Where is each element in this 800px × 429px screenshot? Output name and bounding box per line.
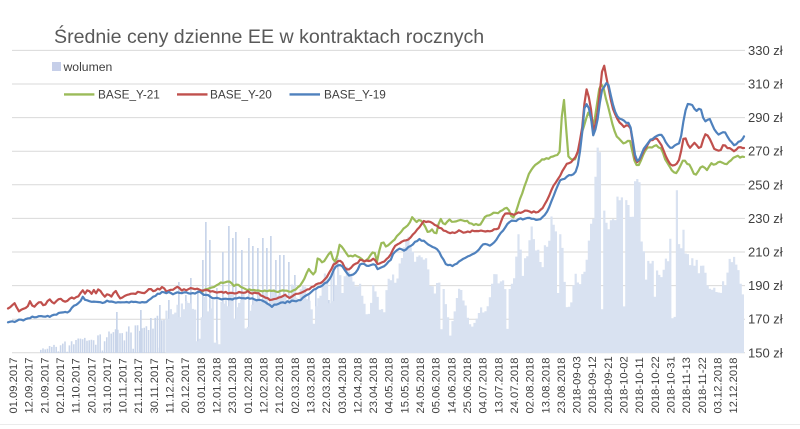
svg-text:01.02.2018: 01.02.2018 bbox=[243, 358, 255, 414]
svg-text:14.06.2018: 14.06.2018 bbox=[446, 358, 458, 414]
svg-text:150 zł: 150 zł bbox=[748, 345, 783, 360]
svg-text:170 zł: 170 zł bbox=[748, 312, 783, 327]
svg-text:24.07.2018: 24.07.2018 bbox=[509, 358, 521, 414]
svg-text:13.07.2018: 13.07.2018 bbox=[493, 358, 505, 414]
svg-text:25.06.2018: 25.06.2018 bbox=[462, 358, 474, 414]
svg-text:02.10.2017: 02.10.2017 bbox=[55, 358, 67, 414]
svg-text:20.10.2017: 20.10.2017 bbox=[86, 358, 98, 414]
svg-text:31.10.2017: 31.10.2017 bbox=[102, 358, 114, 414]
svg-text:03.12.2018: 03.12.2018 bbox=[713, 358, 725, 414]
svg-text:11.12.2017: 11.12.2017 bbox=[165, 358, 177, 413]
svg-text:Średnie ceny dzienne EE w kont: Średnie ceny dzienne EE w kontraktach ro… bbox=[54, 24, 484, 48]
svg-text:BASE_Y-21: BASE_Y-21 bbox=[98, 87, 160, 101]
svg-text:04.05.2018: 04.05.2018 bbox=[384, 358, 396, 414]
svg-text:2018-11-13: 2018-11-13 bbox=[681, 357, 693, 413]
svg-text:01.09.2017: 01.09.2017 bbox=[8, 358, 20, 414]
svg-text:190 zł: 190 zł bbox=[748, 278, 783, 293]
svg-text:10.11.2017: 10.11.2017 bbox=[118, 358, 130, 413]
svg-text:22.03.2018: 22.03.2018 bbox=[321, 358, 333, 414]
svg-text:02.08.2018: 02.08.2018 bbox=[525, 358, 537, 414]
svg-text:23.08.2018: 23.08.2018 bbox=[556, 358, 568, 414]
svg-text:330 zł: 330 zł bbox=[748, 43, 783, 58]
svg-text:270 zł: 270 zł bbox=[748, 144, 783, 159]
svg-text:290 zł: 290 zł bbox=[748, 110, 783, 125]
svg-text:2018-10-31: 2018-10-31 bbox=[666, 356, 678, 413]
svg-text:12.12.2018: 12.12.2018 bbox=[728, 358, 740, 414]
svg-text:21.11.2017: 21.11.2017 bbox=[133, 358, 145, 413]
svg-text:03.04.2018: 03.04.2018 bbox=[337, 358, 349, 414]
svg-text:15.05.2018: 15.05.2018 bbox=[399, 358, 411, 414]
svg-text:210 zł: 210 zł bbox=[748, 245, 783, 260]
svg-text:BASE_Y-19: BASE_Y-19 bbox=[324, 87, 386, 101]
svg-text:23.04.2018: 23.04.2018 bbox=[368, 358, 380, 414]
svg-text:12.01.2018: 12.01.2018 bbox=[212, 358, 224, 414]
svg-text:23.01.2018: 23.01.2018 bbox=[227, 358, 239, 414]
svg-text:2018-10-11: 2018-10-11 bbox=[634, 357, 646, 413]
svg-text:13.03.2018: 13.03.2018 bbox=[305, 358, 317, 414]
svg-text:230 zł: 230 zł bbox=[748, 211, 783, 226]
svg-text:2018-10-02: 2018-10-02 bbox=[619, 356, 631, 413]
svg-text:wolumen: wolumen bbox=[63, 60, 113, 74]
svg-text:2018-09-03: 2018-09-03 bbox=[572, 356, 584, 413]
svg-text:20.12.2017: 20.12.2017 bbox=[180, 358, 192, 414]
svg-text:12.09.2017: 12.09.2017 bbox=[24, 358, 36, 414]
svg-text:2018-09-12: 2018-09-12 bbox=[587, 356, 599, 413]
svg-text:30.11.2017: 30.11.2017 bbox=[149, 358, 161, 413]
svg-text:310 zł: 310 zł bbox=[748, 77, 783, 92]
svg-text:05.06.2018: 05.06.2018 bbox=[431, 358, 443, 414]
svg-text:21.02.2018: 21.02.2018 bbox=[274, 358, 286, 414]
svg-text:02.03.2018: 02.03.2018 bbox=[290, 358, 302, 414]
svg-text:250 zł: 250 zł bbox=[748, 177, 783, 192]
svg-text:03.01.2018: 03.01.2018 bbox=[196, 358, 208, 414]
svg-text:2018-09-21: 2018-09-21 bbox=[603, 356, 615, 413]
svg-text:21.09.2017: 21.09.2017 bbox=[39, 358, 51, 414]
svg-text:04.07.2018: 04.07.2018 bbox=[478, 358, 490, 414]
svg-text:2018-11-22: 2018-11-22 bbox=[697, 357, 709, 413]
svg-text:12.04.2018: 12.04.2018 bbox=[352, 358, 364, 414]
svg-text:11.10.2017: 11.10.2017 bbox=[71, 358, 83, 413]
svg-text:2018-10-22: 2018-10-22 bbox=[650, 356, 662, 413]
svg-text:13.08.2018: 13.08.2018 bbox=[540, 358, 552, 414]
svg-text:24.05.2018: 24.05.2018 bbox=[415, 358, 427, 414]
svg-text:BASE_Y-20: BASE_Y-20 bbox=[210, 87, 272, 101]
svg-text:12.02.2018: 12.02.2018 bbox=[259, 358, 271, 414]
